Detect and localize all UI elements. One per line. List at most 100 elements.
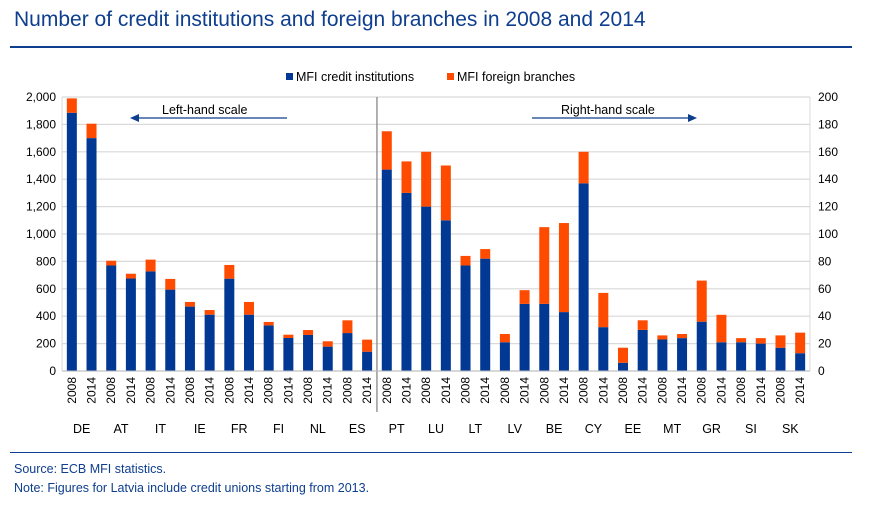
left-arrow-icon [130,114,139,122]
year-tick-label: 2014 [675,377,689,404]
year-tick-label: 2014 [596,377,610,404]
country-label: FR [231,422,248,436]
bar-foreign-branches-IT-2014 [165,278,176,290]
bar-credit-institutions-SI-2014 [755,343,766,371]
year-tick-label: 2008 [340,377,354,404]
bar-foreign-branches-SK-2014 [795,332,806,354]
year-tick-label: 2008 [301,377,315,404]
bar-foreign-branches-IT-2008 [145,259,156,272]
year-tick-label: 2008 [65,377,79,404]
bar-credit-institutions-LT-2008 [460,265,471,371]
country-label: SK [782,422,799,436]
year-tick-label: 2008 [734,377,748,404]
bar-foreign-branches-BE-2014 [558,223,569,313]
year-tick-label: 2014 [242,377,256,404]
left-axis-tick-label: 600 [36,282,56,296]
left-axis-tick-label: 1,200 [26,200,56,214]
bar-foreign-branches-NL-2014 [322,341,333,347]
bar-foreign-branches-NL-2008 [303,330,314,335]
year-tick-label: 2014 [124,377,138,404]
year-tick-label: 2014 [478,377,492,404]
country-label: BE [546,422,563,436]
right-arrow-icon [688,114,697,122]
left-scale-annotation: Left-hand scale [162,103,248,117]
right-axis-tick-label: 40 [818,309,832,323]
bar-foreign-branches-DE-2014 [86,123,97,139]
right-axis-tick-label: 120 [818,200,838,214]
bar-credit-institutions-FI-2014 [283,337,294,371]
year-tick-label: 2008 [655,377,669,404]
legend-swatch-credit-institutions [286,73,293,80]
bar-credit-institutions-FI-2008 [263,325,274,371]
country-label: AT [114,422,129,436]
bar-foreign-branches-SK-2008 [775,335,786,348]
year-tick-label: 2008 [222,377,236,404]
year-tick-label: 2008 [616,377,630,404]
year-tick-label: 2014 [518,377,532,404]
left-axis-tick-label: 2,000 [26,90,56,104]
right-axis-tick-label: 140 [818,172,838,186]
bar-credit-institutions-PT-2008 [381,169,392,371]
legend-swatch-foreign-branches [447,73,454,80]
year-tick-label: 2014 [321,377,335,404]
bar-credit-institutions-SI-2008 [736,342,747,371]
bar-foreign-branches-LU-2008 [421,151,432,207]
left-axis-tick-label: 1,400 [26,172,56,186]
bar-foreign-branches-IE-2008 [184,301,195,307]
country-label: PT [389,422,405,436]
bar-credit-institutions-AT-2008 [106,265,117,371]
bar-credit-institutions-IT-2014 [165,289,176,371]
bar-credit-institutions-IT-2008 [145,271,156,371]
year-tick-label: 2014 [754,377,768,404]
right-axis-tick-label: 160 [818,145,838,159]
bar-foreign-branches-BE-2008 [539,227,550,304]
bar-foreign-branches-FI-2014 [283,334,294,338]
bar-foreign-branches-DE-2008 [66,98,77,113]
year-tick-label: 2008 [537,377,551,404]
bar-credit-institutions-IE-2008 [184,306,195,371]
bar-credit-institutions-MT-2008 [657,339,668,371]
country-label: LV [508,422,523,436]
bar-credit-institutions-LV-2008 [499,342,510,371]
footer-rule [10,452,852,453]
country-label: LU [428,422,444,436]
bar-credit-institutions-SK-2014 [795,353,806,371]
right-axis-tick-label: 100 [818,227,838,241]
bar-credit-institutions-EE-2008 [618,362,628,371]
bar-foreign-branches-LT-2008 [460,255,471,266]
year-tick-label: 2014 [714,377,728,404]
bar-credit-institutions-GR-2014 [716,342,727,371]
bar-foreign-branches-PT-2008 [381,131,392,170]
bar-foreign-branches-LT-2014 [480,249,491,259]
country-label: CY [585,422,603,436]
bar-credit-institutions-LU-2014 [440,220,451,371]
legend-label-foreign-branches: MFI foreign branches [457,70,575,84]
bar-foreign-branches-GR-2008 [696,280,707,322]
right-axis-tick-label: 180 [818,117,838,131]
bar-credit-institutions-NL-2008 [303,334,314,371]
legend-label-credit-institutions: MFI credit institutions [296,70,414,84]
bar-foreign-branches-CY-2014 [598,292,609,328]
right-axis-tick-label: 60 [818,282,832,296]
bar-credit-institutions-ES-2014 [362,351,373,371]
bar-credit-institutions-IE-2014 [204,314,215,371]
country-label: ES [349,422,366,436]
country-label: DE [73,422,90,436]
year-tick-label: 2008 [104,377,118,404]
country-label: IT [155,422,166,436]
chart-title: Number of credit institutions and foreig… [14,8,646,31]
year-tick-label: 2008 [773,377,787,404]
bar-foreign-branches-AT-2008 [106,260,117,266]
bar-credit-institutions-LV-2014 [519,303,530,371]
bar-credit-institutions-LT-2014 [480,258,491,371]
right-axis-tick-label: 20 [818,337,832,351]
bar-credit-institutions-CY-2014 [598,327,609,371]
bar-credit-institutions-CY-2008 [578,183,589,371]
country-label: NL [310,422,326,436]
bar-foreign-branches-CY-2008 [578,151,589,184]
year-tick-label: 2008 [183,377,197,404]
bar-foreign-branches-ES-2014 [362,339,373,352]
year-tick-label: 2014 [793,377,807,404]
bar-foreign-branches-LU-2014 [440,165,451,221]
bar-credit-institutions-EE-2014 [637,329,648,371]
